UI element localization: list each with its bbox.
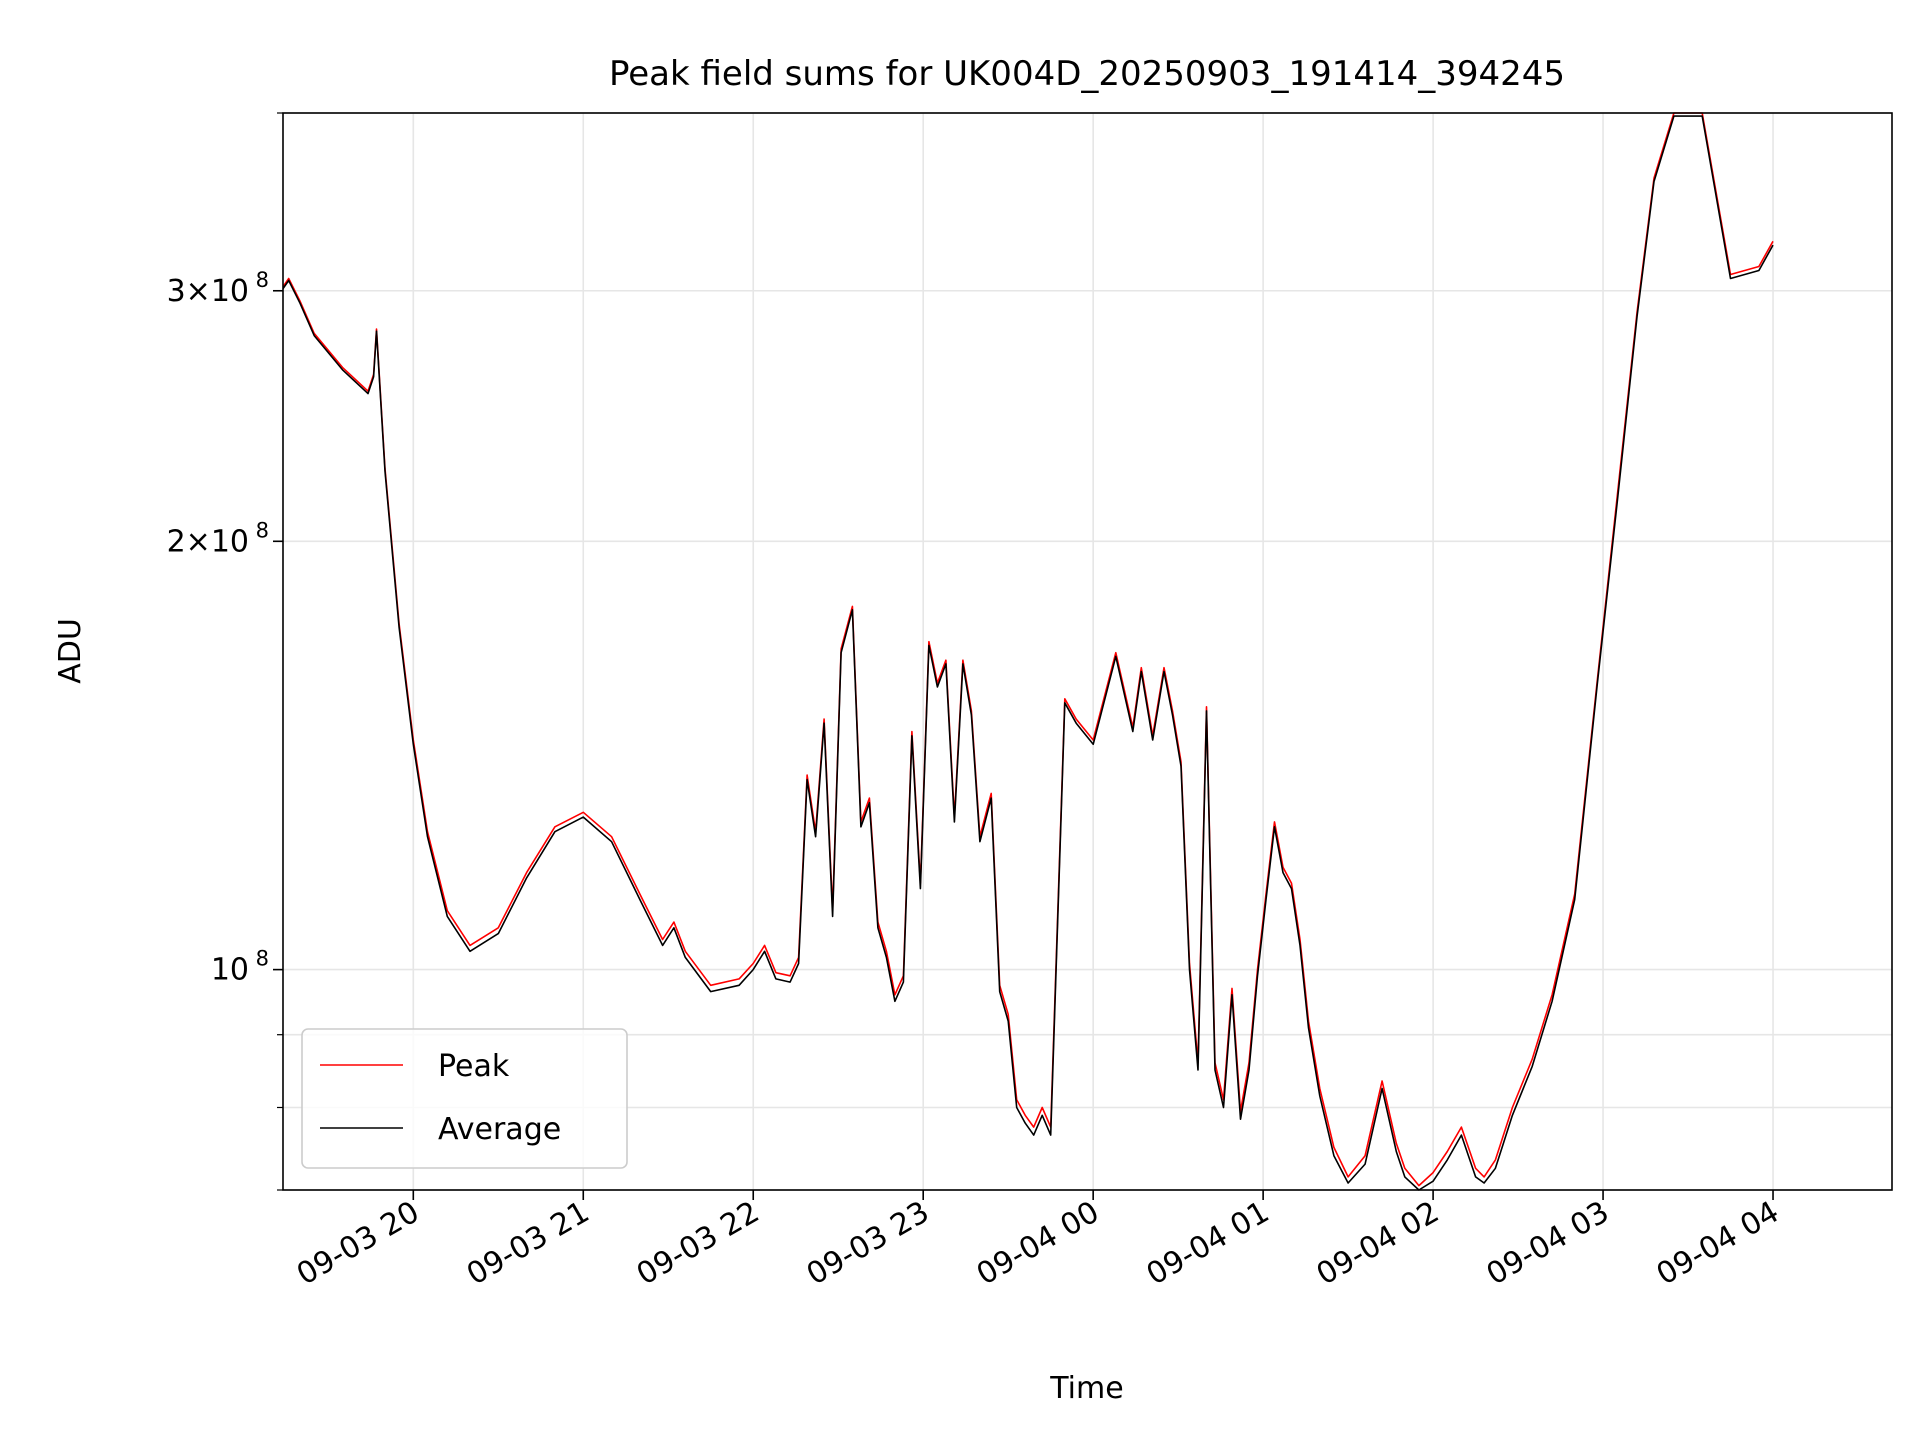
y-tick-exponent: 8 xyxy=(256,518,269,542)
y-axis-ticks: 10 8 2×10 8 3×10 8 xyxy=(167,112,283,1191)
x-tick-label: 09-04 03 xyxy=(1481,1195,1615,1293)
y-tick-label-base: 3×10 xyxy=(167,274,249,309)
x-tick-label: 09-03 22 xyxy=(631,1195,765,1293)
series-line-peak xyxy=(282,112,1774,1187)
y-tick-label-base: 10 xyxy=(211,953,249,988)
x-tick-label: 09-04 00 xyxy=(971,1195,1105,1293)
x-tick-label: 09-04 04 xyxy=(1651,1195,1785,1293)
chart-title: Peak field sums for UK004D_20250903_1914… xyxy=(609,54,1565,94)
y-tick-label: 3×10 xyxy=(167,274,249,309)
y-tick-exponent: 8 xyxy=(256,268,269,292)
series-lines xyxy=(282,112,1774,1191)
legend-frame xyxy=(301,1028,628,1169)
y-axis-label: ADU xyxy=(53,618,88,684)
legend-label-peak: Peak xyxy=(438,1049,510,1084)
series-line-average xyxy=(282,115,1774,1191)
plot-frame xyxy=(282,112,1893,1191)
x-tick-label: 09-04 02 xyxy=(1311,1195,1445,1293)
y-tick-label: 10 xyxy=(211,953,249,988)
x-tick-label: 09-03 20 xyxy=(291,1195,425,1293)
y-tick-label: 2×10 xyxy=(167,524,249,559)
x-tick-label: 09-03 23 xyxy=(801,1195,935,1293)
x-axis-ticks: 09-03 20 09-03 21 09-03 22 09-03 23 09-04 00… xyxy=(291,1190,1785,1292)
x-tick-label: 09-03 21 xyxy=(461,1195,595,1293)
legend-label-average: Average xyxy=(438,1112,561,1147)
y-tick-label-base: 2×10 xyxy=(167,524,249,559)
x-axis-label: Time xyxy=(1049,1371,1123,1406)
y-tick-exponent: 8 xyxy=(256,947,269,971)
x-tick-label: 09-04 01 xyxy=(1141,1195,1275,1293)
legend: Peak Average xyxy=(301,1028,628,1169)
